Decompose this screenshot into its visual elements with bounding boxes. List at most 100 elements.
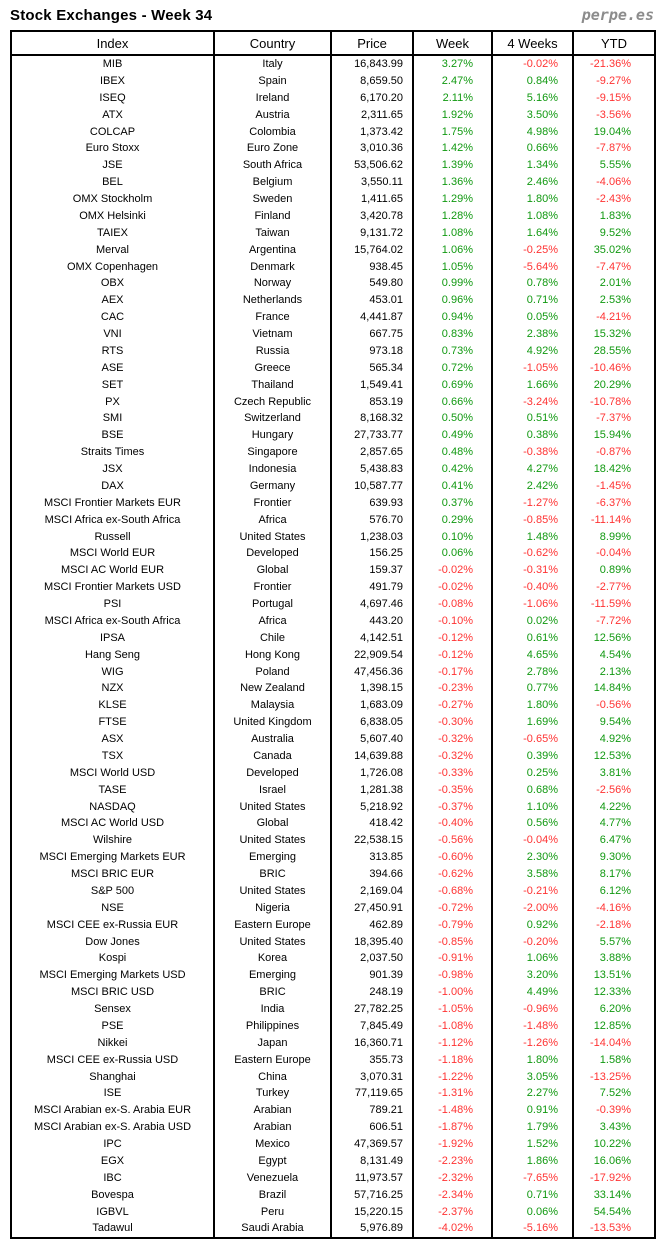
- cell-ytd: 12.85%: [572, 1017, 656, 1035]
- cell-price: 355.73: [330, 1051, 414, 1069]
- cell-ytd: -3.56%: [572, 106, 656, 124]
- cell-ytd: -1.45%: [572, 477, 656, 495]
- table-row: MSCI BRIC USD BRIC 248.19 -1.00% 4.49% 12.33%: [10, 984, 656, 1001]
- cell-ytd: 1.83%: [572, 207, 656, 225]
- cell-ytd: 3.43%: [572, 1119, 656, 1136]
- table-row: Nikkei Japan 16,360.71 -1.12% -1.26% -14.04%: [10, 1034, 656, 1052]
- cell-price: 77,119.65: [330, 1085, 414, 1103]
- stock-exchanges-table: Index Country Price Week 4 Weeks YTD MIB Italy…: [10, 30, 656, 1240]
- cell-ytd: -11.59%: [572, 596, 656, 613]
- cell-country: Emerging: [213, 849, 332, 866]
- cell-week: 0.41%: [412, 477, 493, 495]
- table-row: IPC Mexico 47,369.57 -1.92% 1.52% 10.22%: [10, 1136, 656, 1153]
- cell-4weeks: 1.64%: [491, 224, 574, 242]
- cell-country: Colombia: [213, 123, 332, 141]
- cell-ytd: 15.32%: [572, 326, 656, 343]
- table-row: Russell United States 1,238.03 0.10% 1.48% 8.…: [10, 528, 656, 546]
- cell-index: MSCI CEE ex-Russia EUR: [10, 916, 215, 934]
- cell-4weeks: 3.05%: [491, 1068, 574, 1086]
- cell-ytd: -17.92%: [572, 1169, 656, 1187]
- cell-index: PSE: [10, 1017, 215, 1035]
- table-row: ASX Australia 5,607.40 -0.32% -0.65% 4.92%: [10, 731, 656, 748]
- cell-index: MSCI World EUR: [10, 545, 215, 563]
- table-row: PSI Portugal 4,697.46 -0.08% -1.06% -11.59%: [10, 596, 656, 613]
- cell-ytd: 12.56%: [572, 629, 656, 647]
- cell-week: 2.47%: [412, 72, 493, 90]
- cell-country: China: [213, 1068, 332, 1086]
- column-header-4weeks: 4 Weeks: [491, 30, 574, 56]
- cell-index: ASE: [10, 359, 215, 377]
- column-header-price: Price: [330, 30, 414, 56]
- cell-ytd: 13.51%: [572, 967, 656, 985]
- cell-price: 57,716.25: [330, 1186, 414, 1204]
- table-row: Straits Times Singapore 2,857.65 0.48% -0.38…: [10, 444, 656, 461]
- table-row: MSCI Emerging Markets EUR Emerging 313.85-…: [10, 849, 656, 866]
- cell-4weeks: -0.04%: [491, 832, 574, 850]
- cell-country: Emerging: [213, 967, 332, 985]
- cell-ytd: 7.52%: [572, 1085, 656, 1103]
- cell-4weeks: -1.06%: [491, 596, 574, 613]
- cell-index: MIB: [10, 55, 215, 73]
- cell-4weeks: 1.48%: [491, 528, 574, 546]
- cell-4weeks: 1.80%: [491, 1051, 574, 1069]
- cell-ytd: 0.89%: [572, 562, 656, 580]
- cell-4weeks: 4.92%: [491, 342, 574, 360]
- table-row: SMI Switzerland 8,168.32 0.50% 0.51% -7.37%: [10, 410, 656, 428]
- cell-4weeks: 3.58%: [491, 866, 574, 883]
- cell-ytd: 9.52%: [572, 224, 656, 242]
- cell-index: MSCI Emerging Markets USD: [10, 967, 215, 985]
- table-body: MIB Italy 16,843.99 3.27% -0.02% -21.36% IBEX S…: [10, 55, 656, 1239]
- cell-index: SET: [10, 376, 215, 394]
- cell-index: SMI: [10, 410, 215, 428]
- cell-week: -0.12%: [412, 646, 493, 664]
- cell-ytd: 6.20%: [572, 1001, 656, 1018]
- cell-index: NASDAQ: [10, 798, 215, 816]
- table-row: MSCI AC World USD Global 418.42 -0.40% 0.56%…: [10, 815, 656, 833]
- cell-ytd: -2.56%: [572, 781, 656, 799]
- cell-ytd: 6.12%: [572, 882, 656, 900]
- cell-country: Arabian: [213, 1119, 332, 1136]
- cell-4weeks: -0.25%: [491, 241, 574, 259]
- table-row: MSCI CEE ex-Russia USD Eastern Europe 355.…: [10, 1051, 656, 1069]
- cell-price: 3,010.36: [330, 140, 414, 158]
- cell-ytd: -0.39%: [572, 1102, 656, 1120]
- cell-index: PX: [10, 393, 215, 411]
- cell-4weeks: -0.96%: [491, 1001, 574, 1018]
- cell-price: 1,726.08: [330, 764, 414, 782]
- cell-4weeks: 1.34%: [491, 157, 574, 175]
- cell-ytd: -4.16%: [572, 899, 656, 917]
- cell-index: NSE: [10, 899, 215, 917]
- cell-index: Hang Seng: [10, 646, 215, 664]
- cell-index: MSCI Arabian ex-S. Arabia USD: [10, 1119, 215, 1136]
- cell-4weeks: 0.25%: [491, 764, 574, 782]
- cell-ytd: -4.06%: [572, 174, 656, 191]
- cell-week: -1.31%: [412, 1085, 493, 1103]
- cell-4weeks: -0.40%: [491, 579, 574, 596]
- cell-index: CAC: [10, 309, 215, 326]
- cell-4weeks: 0.71%: [491, 292, 574, 310]
- cell-index: TSX: [10, 747, 215, 765]
- cell-4weeks: -2.00%: [491, 899, 574, 917]
- cell-price: 576.70: [330, 511, 414, 529]
- cell-price: 4,697.46: [330, 596, 414, 613]
- cell-country: Arabian: [213, 1102, 332, 1120]
- cell-price: 159.37: [330, 562, 414, 580]
- cell-price: 639.93: [330, 494, 414, 512]
- cell-country: BRIC: [213, 866, 332, 883]
- table-row: IGBVL Peru 15,220.15 -2.37% 0.06% 54.54%: [10, 1203, 656, 1221]
- cell-country: Brazil: [213, 1186, 332, 1204]
- cell-ytd: 8.99%: [572, 528, 656, 546]
- cell-ytd: 4.22%: [572, 798, 656, 816]
- cell-index: IBC: [10, 1169, 215, 1187]
- cell-ytd: 12.33%: [572, 984, 656, 1001]
- table-row: EGX Egypt 8,131.49 -2.23% 1.86% 16.06%: [10, 1152, 656, 1170]
- cell-ytd: 4.54%: [572, 646, 656, 664]
- cell-country: United Kingdom: [213, 714, 332, 731]
- table-row: Dow Jones United States 18,395.40 -0.85% -0.…: [10, 933, 656, 951]
- cell-ytd: 12.53%: [572, 747, 656, 765]
- cell-week: 1.36%: [412, 174, 493, 191]
- cell-country: Poland: [213, 663, 332, 681]
- cell-4weeks: -5.64%: [491, 258, 574, 276]
- cell-index: BSE: [10, 427, 215, 445]
- cell-ytd: 19.04%: [572, 123, 656, 141]
